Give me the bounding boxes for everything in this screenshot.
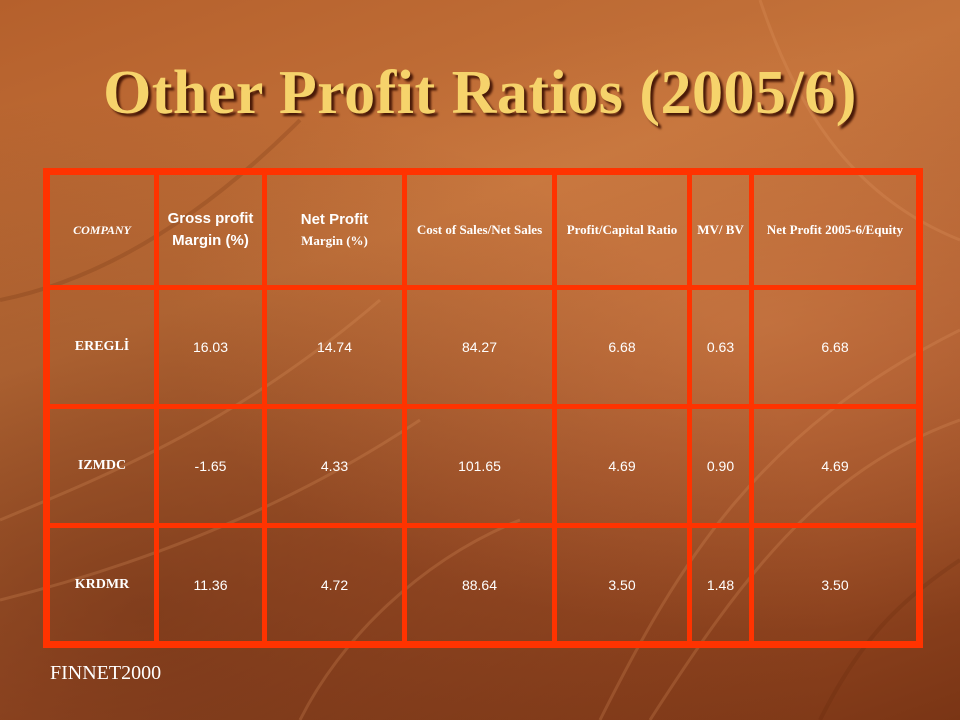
header-net-profit-line1: Net Profit bbox=[300, 211, 369, 228]
table-row: KRDMR 11.36 4.72 88.64 3.50 1.48 3.50 bbox=[44, 523, 922, 647]
mv-bv-value: 0.90 bbox=[687, 404, 754, 528]
profit-capital-value: 3.50 bbox=[552, 523, 692, 647]
profit-capital-value: 4.69 bbox=[552, 404, 692, 528]
header-company: COMPANY bbox=[44, 169, 159, 290]
cost-of-sales-value: 88.64 bbox=[402, 523, 557, 647]
cost-of-sales-value: 84.27 bbox=[402, 285, 557, 409]
gross-profit-value: 11.36 bbox=[154, 523, 267, 647]
header-net-profit-equity: Net Profit 2005-6/Equity bbox=[749, 169, 922, 290]
net-profit-value: 4.72 bbox=[262, 523, 407, 647]
gross-profit-value: -1.65 bbox=[154, 404, 267, 528]
header-net-profit-line2: Margin (%) bbox=[301, 233, 368, 248]
cost-of-sales-value: 101.65 bbox=[402, 404, 557, 528]
profit-ratios-table: COMPANY Gross profit Margin (%) Net Prof… bbox=[43, 168, 923, 648]
header-mv-bv: MV/ BV bbox=[687, 169, 754, 290]
header-profit-capital-ratio: Profit/Capital Ratio bbox=[552, 169, 692, 290]
net-profit-equity-value: 6.68 bbox=[749, 285, 922, 409]
net-profit-equity-value: 4.69 bbox=[749, 404, 922, 528]
company-name: KRDMR bbox=[44, 523, 159, 647]
table-row: EREGLİ 16.03 14.74 84.27 6.68 0.63 6.68 bbox=[44, 285, 922, 409]
company-name: EREGLİ bbox=[44, 285, 159, 409]
header-row: COMPANY Gross profit Margin (%) Net Prof… bbox=[44, 169, 922, 290]
gross-profit-value: 16.03 bbox=[154, 285, 267, 409]
mv-bv-value: 1.48 bbox=[687, 523, 754, 647]
header-net-profit-margin: Net Profit Margin (%) bbox=[262, 169, 407, 290]
company-name: IZMDC bbox=[44, 404, 159, 528]
table-row: IZMDC -1.65 4.33 101.65 4.69 0.90 4.69 bbox=[44, 404, 922, 528]
mv-bv-value: 0.63 bbox=[687, 285, 754, 409]
slide-title: Other Profit Ratios (2005/6) bbox=[103, 59, 857, 127]
profit-capital-value: 6.68 bbox=[552, 285, 692, 409]
header-cost-of-sales: Cost of Sales/Net Sales bbox=[402, 169, 557, 290]
header-gross-profit-margin: Gross profit Margin (%) bbox=[154, 169, 267, 290]
net-profit-value: 4.33 bbox=[262, 404, 407, 528]
net-profit-value: 14.74 bbox=[262, 285, 407, 409]
net-profit-equity-value: 3.50 bbox=[749, 523, 922, 647]
source-label: FINNET2000 bbox=[50, 662, 162, 684]
